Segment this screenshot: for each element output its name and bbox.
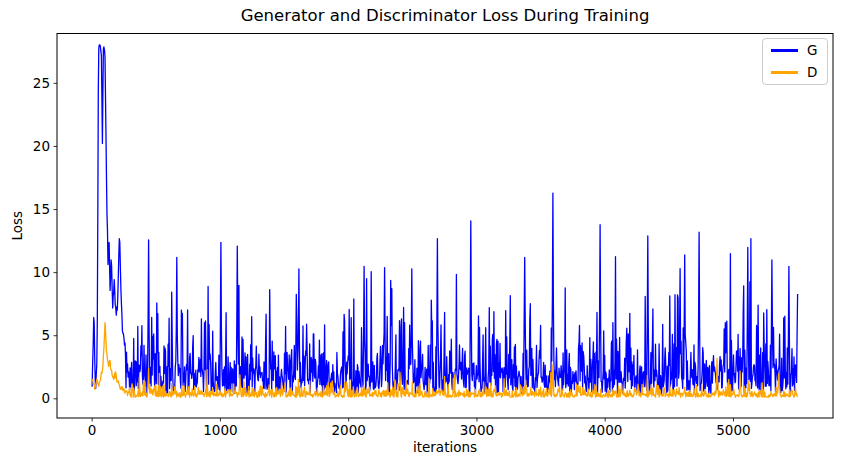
chart-title: Generator and Discriminator Loss During …: [241, 6, 650, 25]
x-tick-label: 4000: [588, 422, 622, 438]
x-tick-label: 5000: [716, 422, 750, 438]
y-tick-label: 20: [33, 138, 50, 154]
figure: 0 1000 2000 3000 4000 5000 0 5 10 15 20 25 Generato…: [0, 0, 841, 470]
x-axis-label: iterations: [413, 439, 477, 455]
x-tick-label: 1000: [203, 422, 237, 438]
loss-chart: 0 1000 2000 3000 4000 5000 0 5 10 15 20 25 Generato…: [0, 0, 841, 470]
d-line-swatch: [771, 71, 798, 74]
legend: G D: [762, 38, 828, 85]
legend-item-g: G: [763, 40, 827, 62]
x-tick-label: 2000: [331, 422, 365, 438]
x-tick-label: 0: [88, 422, 97, 438]
y-tick-label: 0: [41, 390, 50, 406]
x-tick-label: 3000: [460, 422, 494, 438]
y-tick-label: 25: [33, 75, 50, 91]
y-axis-label: Loss: [9, 211, 25, 241]
legend-item-d: D: [763, 62, 827, 84]
legend-label-g: G: [807, 44, 817, 58]
y-tick-label: 15: [33, 201, 50, 217]
legend-label-d: D: [807, 66, 817, 80]
y-tick-label: 5: [41, 327, 50, 343]
g-line-swatch: [771, 49, 798, 52]
y-tick-label: 10: [33, 264, 50, 280]
